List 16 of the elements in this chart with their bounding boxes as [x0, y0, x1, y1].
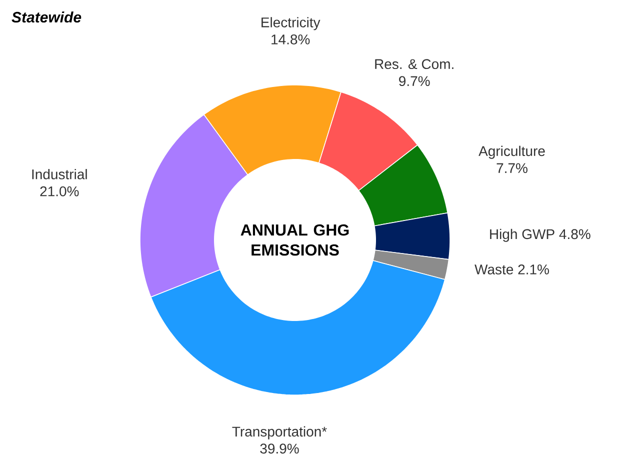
slice-label: Transportation*: [232, 426, 327, 440]
data-label: 7.7%: [496, 163, 528, 174]
text: ANNUAL GHG EMISSIONS: [240, 224, 349, 256]
data-label: 2.1%: [518, 264, 549, 274]
slice-label: Waste: [474, 264, 514, 274]
slice-label: Industrial: [32, 169, 87, 180]
chart-title: Statewide: [12, 12, 82, 23]
slice-label: Agriculture: [478, 146, 545, 159]
slice-label: Res. & Com.: [375, 59, 454, 70]
slice-label: High GWP: [490, 228, 554, 242]
data-label: 14.8%: [272, 34, 310, 44]
data-label: 9.7%: [399, 76, 430, 86]
slice-label: Electricity: [262, 17, 320, 30]
data-label: 4.8%: [559, 229, 590, 240]
data-label: 39.9%: [260, 444, 299, 454]
data-label: 21.0%: [40, 186, 79, 196]
